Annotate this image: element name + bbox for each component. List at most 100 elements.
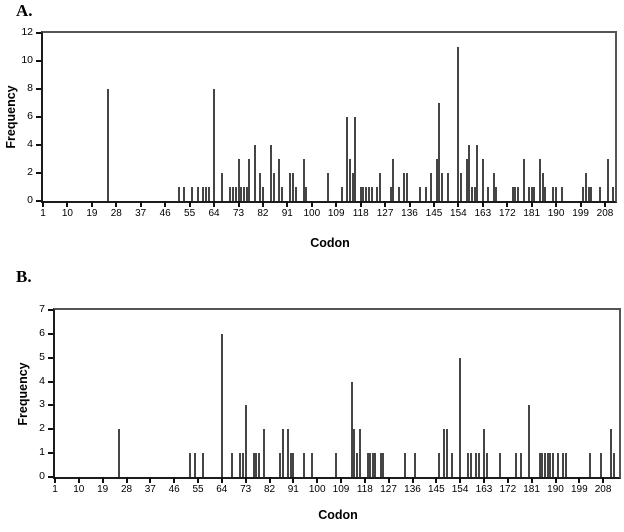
bar-codon-125: [382, 453, 385, 477]
bar-codon-54: [194, 453, 197, 477]
x-tick-label-127: 127: [380, 484, 397, 495]
bar-codon-186: [544, 187, 547, 201]
bar-codon-121: [367, 187, 370, 201]
x-tick-label-199: 199: [570, 484, 588, 495]
bar-codon-180: [528, 187, 530, 201]
x-tick-label-64: 64: [216, 484, 228, 495]
y-tick-label-8: 8: [27, 82, 33, 94]
bar-codon-146: [438, 453, 440, 477]
x-tick-label-190: 190: [547, 208, 565, 219]
bar-codon-190: [555, 187, 558, 201]
bar-codon-135: [405, 173, 408, 201]
bar-codon-203: [588, 453, 591, 477]
bar-codon-118: [359, 187, 362, 201]
x-tick-145: [433, 201, 435, 207]
bar-codon-116: [358, 429, 361, 477]
x-tick-127: [384, 201, 387, 207]
x-tick-label-208: 208: [596, 208, 614, 219]
bar-codon-70: [229, 187, 232, 201]
y-tick-3: [48, 404, 53, 407]
bar-codon-160: [473, 187, 476, 201]
bar-codon-81: [259, 173, 262, 201]
bar-codon-188: [549, 453, 552, 477]
y-tick-6: [48, 332, 53, 335]
x-tick-154: [459, 477, 462, 483]
bar-codon-85: [270, 145, 273, 201]
x-tick-46: [164, 201, 167, 207]
bar-codon-120: [365, 187, 368, 201]
bar-codon-174: [511, 187, 514, 201]
bar-codon-91: [292, 453, 295, 477]
panel-b: B. Frequency 1 10 19 28 37 46 55 64 73 82 91 100 109…: [0, 266, 624, 532]
panel-a: A. Frequency 1 10 19 28 37 46 55 64 73 82 91 100 109…: [4, 1, 617, 250]
bar-codon-75: [242, 187, 245, 201]
bar-codon-115: [351, 173, 354, 201]
bar-codon-73: [237, 159, 240, 201]
x-tick-label-136: 136: [401, 208, 418, 219]
bar-codon-25: [107, 89, 110, 201]
bar-codon-114: [353, 429, 356, 477]
x-tick-label-37: 37: [135, 208, 147, 219]
panel-b-plot-area: 1 10 19 28 37 46 55 64 73 82 91 100 109 118 127 136 145 1…: [39, 303, 621, 495]
bar-codon-76: [245, 187, 248, 201]
y-tick-0: [36, 200, 41, 202]
bar-codon-130: [392, 159, 395, 201]
bar-codon-78: [257, 453, 260, 477]
x-tick-127: [387, 477, 390, 483]
x-tick-label-145: 145: [425, 208, 443, 219]
x-tick-label-199: 199: [572, 208, 589, 219]
y-tick-label-4: 4: [27, 138, 33, 150]
x-tick-label-163: 163: [474, 208, 492, 219]
x-tick-37: [149, 477, 152, 483]
x-tick-label-118: 118: [352, 208, 369, 219]
bar-codon-98: [305, 187, 308, 201]
x-tick-199: [578, 477, 581, 483]
y-tick-label-5: 5: [39, 350, 45, 363]
x-tick-91: [286, 201, 289, 207]
y-tick-label-6: 6: [27, 110, 33, 122]
x-tick-label-100: 100: [303, 208, 321, 219]
y-tick-12: [36, 32, 41, 34]
x-tick-label-82: 82: [257, 208, 269, 219]
bar-codon-61: [204, 187, 207, 201]
bar-codon-164: [485, 453, 488, 477]
y-tick-10: [36, 60, 41, 62]
bar-codon-194: [565, 453, 568, 477]
panel-a-plot-area: 1 10 19 28 37 46 55 64 73 82 91 100 109 118 127 136 145 1…: [21, 26, 617, 219]
bar-codon-73: [244, 405, 247, 477]
y-tick-label-7: 7: [39, 303, 45, 315]
bar-codon-209: [606, 159, 609, 201]
x-tick-19: [90, 201, 93, 207]
bar-codon-58: [196, 187, 199, 201]
bar-codon-120: [369, 453, 372, 477]
y-tick-label-3: 3: [39, 398, 45, 411]
y-tick-5: [48, 356, 53, 359]
y-tick-label-0: 0: [39, 470, 45, 482]
bar-codon-154: [459, 357, 462, 477]
x-tick-label-46: 46: [159, 208, 171, 219]
panel-b-label: B.: [16, 267, 32, 286]
x-tick-172: [506, 201, 509, 207]
panel-a-x-axis-title: Codon: [310, 236, 350, 250]
x-tick-label-73: 73: [232, 208, 245, 219]
x-tick-label-55: 55: [192, 484, 204, 495]
x-tick-109: [340, 477, 342, 483]
bar-codon-161: [477, 453, 480, 477]
x-tick-label-46: 46: [168, 484, 180, 495]
x-tick-190: [554, 477, 557, 483]
bar-codon-149: [445, 429, 448, 477]
x-tick-64: [220, 477, 223, 483]
x-tick-181: [530, 201, 533, 207]
x-tick-82: [261, 201, 264, 207]
bar-codon-211: [612, 187, 615, 201]
x-tick-10: [66, 201, 69, 207]
bar-codon-161: [476, 145, 479, 201]
bar-codon-151: [451, 453, 454, 477]
bar-codon-175: [514, 453, 517, 477]
x-tick-label-28: 28: [110, 208, 122, 219]
bar-codon-122: [374, 453, 377, 477]
bar-codon-176: [517, 187, 520, 201]
bar-codon-119: [366, 453, 369, 477]
bar-codon-64: [220, 333, 223, 477]
